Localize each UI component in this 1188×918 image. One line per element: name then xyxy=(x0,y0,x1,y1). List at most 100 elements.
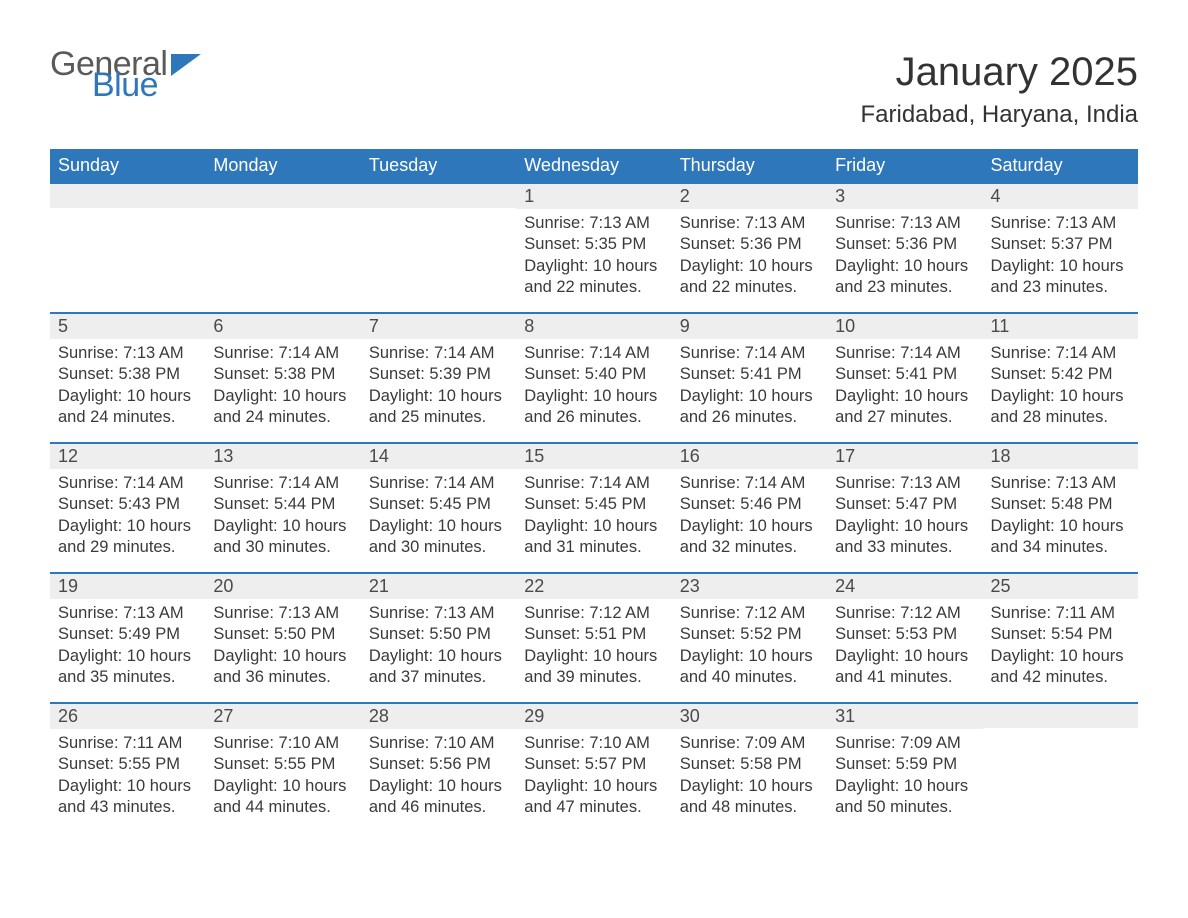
day-details: Sunrise: 7:12 AMSunset: 5:51 PMDaylight:… xyxy=(516,599,671,697)
calendar-cell: 13Sunrise: 7:14 AMSunset: 5:44 PMDayligh… xyxy=(205,442,360,572)
day-details: Sunrise: 7:13 AMSunset: 5:47 PMDaylight:… xyxy=(827,469,982,567)
calendar-cell xyxy=(983,702,1138,832)
daylight-text: Daylight: 10 hours and 26 minutes. xyxy=(680,386,819,429)
sunrise-text: Sunrise: 7:14 AM xyxy=(991,343,1130,364)
sunset-text: Sunset: 5:38 PM xyxy=(58,364,197,385)
calendar-week: 1Sunrise: 7:13 AMSunset: 5:35 PMDaylight… xyxy=(50,182,1138,312)
sunset-text: Sunset: 5:46 PM xyxy=(680,494,819,515)
header: General Blue January 2025 Faridabad, Har… xyxy=(50,50,1138,129)
calendar-cell: 21Sunrise: 7:13 AMSunset: 5:50 PMDayligh… xyxy=(361,572,516,702)
day-number: 29 xyxy=(516,702,671,729)
daylight-text: Daylight: 10 hours and 48 minutes. xyxy=(680,776,819,819)
day-details: Sunrise: 7:13 AMSunset: 5:37 PMDaylight:… xyxy=(983,209,1138,307)
calendar-cell: 4Sunrise: 7:13 AMSunset: 5:37 PMDaylight… xyxy=(983,182,1138,312)
day-details: Sunrise: 7:13 AMSunset: 5:49 PMDaylight:… xyxy=(50,599,205,697)
day-number xyxy=(983,702,1138,728)
sunrise-text: Sunrise: 7:13 AM xyxy=(835,473,974,494)
sunset-text: Sunset: 5:57 PM xyxy=(524,754,663,775)
sunrise-text: Sunrise: 7:10 AM xyxy=(213,733,352,754)
day-header: Monday xyxy=(205,149,360,182)
day-number: 19 xyxy=(50,572,205,599)
day-details xyxy=(50,208,205,298)
day-header: Thursday xyxy=(672,149,827,182)
daylight-text: Daylight: 10 hours and 27 minutes. xyxy=(835,386,974,429)
day-details: Sunrise: 7:13 AMSunset: 5:48 PMDaylight:… xyxy=(983,469,1138,567)
day-details xyxy=(983,728,1138,818)
calendar-cell: 7Sunrise: 7:14 AMSunset: 5:39 PMDaylight… xyxy=(361,312,516,442)
day-number xyxy=(50,182,205,208)
day-details: Sunrise: 7:13 AMSunset: 5:36 PMDaylight:… xyxy=(827,209,982,307)
day-details: Sunrise: 7:10 AMSunset: 5:57 PMDaylight:… xyxy=(516,729,671,827)
day-number: 14 xyxy=(361,442,516,469)
day-header-row: Sunday Monday Tuesday Wednesday Thursday… xyxy=(50,149,1138,182)
daylight-text: Daylight: 10 hours and 24 minutes. xyxy=(213,386,352,429)
day-details: Sunrise: 7:14 AMSunset: 5:42 PMDaylight:… xyxy=(983,339,1138,437)
sunset-text: Sunset: 5:41 PM xyxy=(835,364,974,385)
sunrise-text: Sunrise: 7:14 AM xyxy=(369,343,508,364)
sunrise-text: Sunrise: 7:14 AM xyxy=(213,343,352,364)
sunset-text: Sunset: 5:52 PM xyxy=(680,624,819,645)
day-number: 4 xyxy=(983,182,1138,209)
day-details: Sunrise: 7:14 AMSunset: 5:46 PMDaylight:… xyxy=(672,469,827,567)
sunset-text: Sunset: 5:35 PM xyxy=(524,234,663,255)
sunrise-text: Sunrise: 7:13 AM xyxy=(524,213,663,234)
day-details: Sunrise: 7:14 AMSunset: 5:45 PMDaylight:… xyxy=(361,469,516,567)
daylight-text: Daylight: 10 hours and 23 minutes. xyxy=(991,256,1130,299)
day-number xyxy=(205,182,360,208)
daylight-text: Daylight: 10 hours and 28 minutes. xyxy=(991,386,1130,429)
sunset-text: Sunset: 5:55 PM xyxy=(58,754,197,775)
day-number: 24 xyxy=(827,572,982,599)
day-number: 15 xyxy=(516,442,671,469)
day-details xyxy=(361,208,516,298)
calendar-week: 26Sunrise: 7:11 AMSunset: 5:55 PMDayligh… xyxy=(50,702,1138,832)
daylight-text: Daylight: 10 hours and 25 minutes. xyxy=(369,386,508,429)
calendar-cell: 15Sunrise: 7:14 AMSunset: 5:45 PMDayligh… xyxy=(516,442,671,572)
sunset-text: Sunset: 5:51 PM xyxy=(524,624,663,645)
day-number: 28 xyxy=(361,702,516,729)
sunset-text: Sunset: 5:59 PM xyxy=(835,754,974,775)
sunrise-text: Sunrise: 7:14 AM xyxy=(213,473,352,494)
sunset-text: Sunset: 5:43 PM xyxy=(58,494,197,515)
daylight-text: Daylight: 10 hours and 23 minutes. xyxy=(835,256,974,299)
calendar-cell: 20Sunrise: 7:13 AMSunset: 5:50 PMDayligh… xyxy=(205,572,360,702)
sunrise-text: Sunrise: 7:13 AM xyxy=(991,473,1130,494)
sunset-text: Sunset: 5:39 PM xyxy=(369,364,508,385)
day-details: Sunrise: 7:13 AMSunset: 5:36 PMDaylight:… xyxy=(672,209,827,307)
calendar-cell: 23Sunrise: 7:12 AMSunset: 5:52 PMDayligh… xyxy=(672,572,827,702)
sunrise-text: Sunrise: 7:11 AM xyxy=(58,733,197,754)
daylight-text: Daylight: 10 hours and 30 minutes. xyxy=(369,516,508,559)
sunrise-text: Sunrise: 7:10 AM xyxy=(524,733,663,754)
day-header: Sunday xyxy=(50,149,205,182)
sunset-text: Sunset: 5:42 PM xyxy=(991,364,1130,385)
daylight-text: Daylight: 10 hours and 36 minutes. xyxy=(213,646,352,689)
day-number: 25 xyxy=(983,572,1138,599)
day-header: Saturday xyxy=(983,149,1138,182)
calendar-cell: 16Sunrise: 7:14 AMSunset: 5:46 PMDayligh… xyxy=(672,442,827,572)
calendar-cell: 1Sunrise: 7:13 AMSunset: 5:35 PMDaylight… xyxy=(516,182,671,312)
daylight-text: Daylight: 10 hours and 22 minutes. xyxy=(524,256,663,299)
daylight-text: Daylight: 10 hours and 24 minutes. xyxy=(58,386,197,429)
day-details: Sunrise: 7:14 AMSunset: 5:38 PMDaylight:… xyxy=(205,339,360,437)
calendar-week: 19Sunrise: 7:13 AMSunset: 5:49 PMDayligh… xyxy=(50,572,1138,702)
daylight-text: Daylight: 10 hours and 35 minutes. xyxy=(58,646,197,689)
sunset-text: Sunset: 5:36 PM xyxy=(835,234,974,255)
sunrise-text: Sunrise: 7:13 AM xyxy=(680,213,819,234)
day-header: Tuesday xyxy=(361,149,516,182)
daylight-text: Daylight: 10 hours and 46 minutes. xyxy=(369,776,508,819)
day-number: 12 xyxy=(50,442,205,469)
day-number: 8 xyxy=(516,312,671,339)
sunset-text: Sunset: 5:47 PM xyxy=(835,494,974,515)
calendar-cell: 28Sunrise: 7:10 AMSunset: 5:56 PMDayligh… xyxy=(361,702,516,832)
day-number: 10 xyxy=(827,312,982,339)
title-block: January 2025 Faridabad, Haryana, India xyxy=(861,50,1139,129)
day-details: Sunrise: 7:09 AMSunset: 5:59 PMDaylight:… xyxy=(827,729,982,827)
calendar-cell: 6Sunrise: 7:14 AMSunset: 5:38 PMDaylight… xyxy=(205,312,360,442)
day-number: 6 xyxy=(205,312,360,339)
calendar-table: Sunday Monday Tuesday Wednesday Thursday… xyxy=(50,149,1138,832)
sunset-text: Sunset: 5:37 PM xyxy=(991,234,1130,255)
day-details: Sunrise: 7:14 AMSunset: 5:39 PMDaylight:… xyxy=(361,339,516,437)
day-number: 5 xyxy=(50,312,205,339)
calendar-cell: 11Sunrise: 7:14 AMSunset: 5:42 PMDayligh… xyxy=(983,312,1138,442)
logo-word2: Blue xyxy=(92,71,201,100)
day-details: Sunrise: 7:14 AMSunset: 5:41 PMDaylight:… xyxy=(827,339,982,437)
